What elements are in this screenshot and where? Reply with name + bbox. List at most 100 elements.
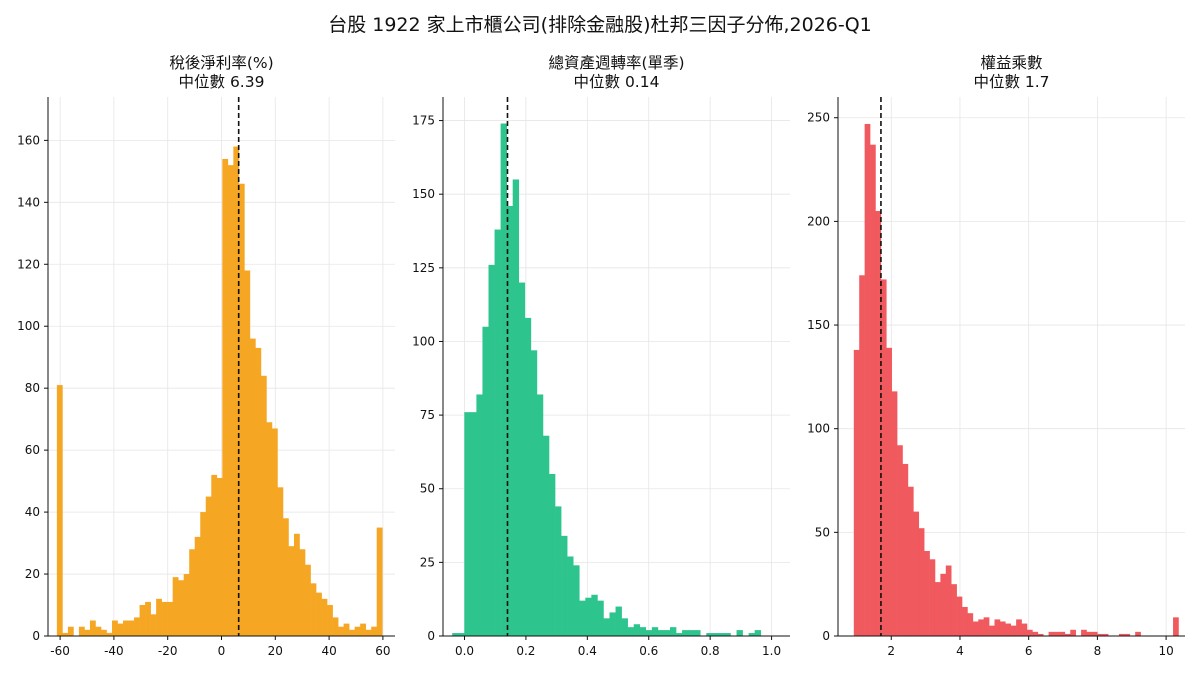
histogram-bar — [627, 627, 634, 636]
histogram-bar — [573, 565, 580, 636]
histogram-bar — [929, 559, 936, 636]
histogram-bar — [211, 474, 218, 636]
histogram-bar — [156, 598, 162, 636]
histogram-bar — [561, 535, 568, 636]
histogram-bar — [754, 630, 762, 636]
y-tick-label: 160 — [17, 133, 40, 147]
x-tick-label: -60 — [50, 644, 70, 658]
histogram-bar — [555, 506, 562, 636]
histogram-bar — [682, 630, 689, 636]
x-tick-label: 2 — [887, 644, 895, 658]
histogram-bar — [891, 391, 898, 636]
histogram-bar — [897, 445, 903, 636]
histogram-bar — [332, 617, 339, 636]
histogram-bar — [1005, 623, 1012, 636]
histogram-bar — [255, 347, 262, 636]
histogram-bar — [233, 146, 240, 636]
histogram-bar — [1097, 633, 1104, 636]
histogram-bar — [161, 601, 168, 636]
histogram-bar — [343, 623, 350, 636]
histogram-bar — [354, 626, 361, 636]
histogram-bar — [338, 626, 344, 636]
y-tick-label: 250 — [807, 111, 830, 125]
histogram-bar — [859, 275, 865, 636]
y-tick-label: 75 — [420, 408, 435, 422]
histogram-bar — [260, 375, 267, 636]
histogram-bar — [518, 282, 526, 636]
histogram-bar — [907, 486, 914, 636]
histogram-bar — [1032, 631, 1039, 636]
histogram-bar — [222, 158, 229, 636]
histogram-bar — [615, 606, 622, 636]
histogram-bar — [305, 564, 311, 636]
histogram-bar — [1081, 629, 1087, 636]
x-tick-label: -40 — [104, 644, 124, 658]
histogram-bar — [321, 598, 328, 636]
histogram-bar — [633, 624, 641, 636]
histogram-bar — [962, 606, 968, 636]
y-tick-label: 60 — [25, 443, 40, 457]
histogram-bar — [951, 584, 957, 636]
histogram-bar — [476, 394, 483, 636]
histogram-bar — [62, 632, 69, 636]
histogram-bar — [128, 620, 135, 636]
panel-median-label: 中位數 6.39 — [179, 73, 265, 91]
histogram-bar — [603, 618, 610, 636]
histogram-bar — [663, 630, 671, 636]
histogram-bar — [1102, 633, 1109, 636]
y-tick-label: 150 — [807, 318, 830, 332]
histogram-bar — [875, 211, 882, 636]
x-tick-label: 0.0 — [455, 644, 474, 658]
histogram-bar — [227, 165, 234, 637]
x-tick-label: 0 — [218, 644, 226, 658]
histogram-bar — [349, 629, 355, 636]
histogram-bar — [189, 549, 196, 636]
histogram-bar — [585, 597, 592, 636]
y-tick-label: 0 — [427, 629, 435, 643]
x-tick-label: 40 — [321, 644, 336, 658]
x-tick-label: 0.8 — [701, 644, 720, 658]
histogram-bar — [1091, 631, 1098, 636]
panel-title: 稅後淨利率(%) — [169, 54, 273, 72]
histogram-bar — [567, 556, 574, 636]
histogram-bar — [78, 626, 85, 636]
panel-median-label: 中位數 1.7 — [973, 73, 1049, 91]
histogram-bar — [639, 627, 647, 636]
histogram-bar — [994, 619, 1001, 636]
histogram-bar — [864, 123, 871, 636]
histogram-bar — [706, 633, 713, 636]
histogram-bar — [494, 229, 501, 636]
x-tick-label: 60 — [375, 644, 390, 658]
y-tick-label: 125 — [412, 261, 435, 275]
histogram-bar — [676, 633, 683, 636]
histogram-bar — [1135, 631, 1141, 636]
histogram-bar — [940, 573, 947, 636]
histogram-bar — [371, 626, 378, 636]
x-tick-label: 0.2 — [516, 644, 535, 658]
x-tick-label: 6 — [1025, 644, 1033, 658]
histogram-bar — [500, 123, 507, 637]
histogram-bar — [542, 435, 550, 636]
histogram-bar — [651, 627, 659, 636]
x-tick-label: 1.0 — [762, 644, 781, 658]
histogram-bar — [597, 600, 604, 636]
histogram-bar — [609, 612, 616, 636]
y-tick-label: 50 — [815, 525, 830, 539]
histogram-bar — [470, 412, 477, 636]
y-tick-label: 100 — [807, 422, 830, 436]
histogram-bar — [1118, 633, 1125, 636]
histogram-bar — [172, 577, 179, 636]
histogram-bar — [924, 551, 930, 636]
histogram-bar — [200, 512, 207, 636]
histogram-bar — [205, 496, 212, 636]
histogram-bar — [112, 620, 118, 636]
histogram-bar — [512, 179, 520, 636]
y-tick-label: 0 — [822, 629, 830, 643]
histogram-bar — [327, 605, 333, 636]
histogram-bar — [56, 385, 63, 636]
panel-2: 0.0 0.2 0.4 0.6 0.8 1.0 0 25 50 75 100 125 150 175 總資產… — [412, 54, 790, 658]
histogram-bar — [482, 326, 489, 636]
histogram-bar — [277, 487, 284, 636]
histogram-bar — [530, 350, 538, 636]
